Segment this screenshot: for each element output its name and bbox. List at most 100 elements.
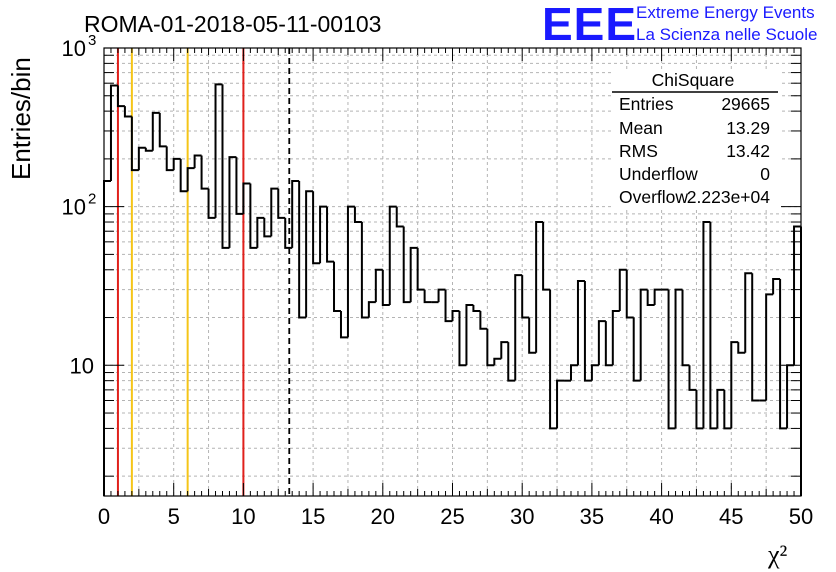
histogram-bin [326, 206, 335, 263]
logo-line-1: Extreme Energy Events [636, 3, 815, 22]
histogram-bin [688, 365, 697, 391]
histogram-bin [298, 181, 307, 319]
x-tick-label: 0 [98, 504, 110, 529]
histogram-bin [632, 317, 641, 382]
histogram-bin [514, 274, 523, 381]
histogram-bin [521, 275, 530, 319]
histogram-bin [374, 268, 383, 303]
histogram-bin [367, 301, 376, 318]
histogram-bin [319, 205, 328, 264]
x-tick-labels: 0 5 10 15 20 25 30 35 40 45 50 [98, 504, 813, 529]
histogram-bin [716, 388, 725, 429]
histogram-bin [730, 341, 739, 429]
histogram-bin [639, 288, 648, 381]
histogram-bin [444, 289, 453, 323]
histogram-bin [486, 328, 495, 367]
histogram-bin [130, 116, 139, 172]
histogram-bin [193, 154, 202, 169]
histogram-bin [611, 309, 620, 366]
histogram-bin [423, 289, 432, 304]
stats-entries-label: Entries [619, 94, 674, 114]
histogram-bin [765, 293, 774, 401]
reference-lines [116, 48, 291, 496]
histogram-bin [395, 206, 404, 228]
stats-overflow-label: Overflow [619, 187, 688, 207]
y-tick-label: 10 [62, 195, 86, 220]
stats-entries-value: 29665 [721, 94, 770, 114]
stats-box-bg [612, 70, 780, 208]
stats-underflow-value: 0 [760, 164, 770, 184]
histogram-bin [339, 310, 348, 339]
histogram-bin [123, 106, 132, 118]
x-tick-label: 45 [719, 504, 743, 529]
x-tick-label: 25 [440, 504, 464, 529]
y-tick-exponent: 3 [88, 32, 96, 49]
histogram-bin [158, 112, 167, 148]
histogram-bin [604, 321, 613, 367]
stats-box: ChiSquare Entries 29665 Mean 13.29 RMS 1… [612, 70, 780, 208]
histogram-bin [416, 247, 425, 291]
histogram-bin [702, 221, 711, 429]
x-axis-label: χ² [767, 540, 788, 569]
histogram-bin [786, 364, 795, 429]
histogram-bin [409, 246, 418, 303]
histogram-bin [381, 269, 390, 306]
histogram-bin [590, 364, 599, 381]
eee-logo: EEE Extreme Energy Events La Scienza nel… [542, 0, 817, 50]
histogram-bin [646, 289, 655, 306]
histogram-bin [681, 289, 690, 367]
histogram-bin [500, 341, 509, 359]
histogram-bin [284, 217, 293, 249]
x-tick-label: 5 [168, 504, 180, 529]
y-axis-label: Entries/bin [6, 57, 36, 180]
histogram-bin [353, 206, 362, 224]
logo-line-2: La Scienza nelle Scuole [636, 25, 817, 44]
histogram-bin [472, 304, 481, 312]
histogram-bin [493, 357, 502, 366]
histogram-bin [618, 268, 627, 311]
histogram-bin [709, 222, 718, 430]
histogram-bin [528, 317, 537, 354]
histogram-bin [549, 289, 558, 430]
histogram-bin [751, 273, 760, 402]
histogram-bin [151, 111, 160, 151]
histogram-bin [214, 83, 223, 218]
histogram-bin [653, 288, 662, 305]
x-tick-label: 40 [649, 504, 673, 529]
histogram-bin [737, 342, 746, 354]
x-tick-label: 10 [231, 504, 255, 529]
histogram-bin [312, 191, 321, 265]
chart-title: ROMA-01-2018-05-11-00103 [84, 11, 381, 37]
histogram-bin [779, 278, 788, 430]
histogram-bin [695, 389, 704, 430]
histogram-bin [346, 205, 355, 338]
stats-box-title: ChiSquare [652, 70, 735, 90]
x-tick-label: 50 [789, 504, 813, 529]
histogram-bin [625, 269, 634, 319]
histogram-bin [479, 310, 488, 330]
x-tick-label: 35 [580, 504, 604, 529]
histogram-bin [507, 342, 516, 382]
grid-lines [104, 48, 801, 496]
histogram-bin [109, 84, 118, 182]
y-tick-label: 10 [62, 36, 86, 61]
histogram-bin [772, 277, 781, 295]
stats-mean-value: 13.29 [726, 118, 770, 138]
histogram-bin [291, 180, 300, 248]
histogram-bin [186, 167, 195, 192]
histogram-bin [667, 289, 676, 430]
x-tick-label: 15 [301, 504, 325, 529]
histogram-bin [242, 182, 251, 214]
histogram-bin [576, 279, 585, 366]
histogram-bin [137, 146, 146, 171]
x-tick-label: 30 [510, 504, 534, 529]
histogram-bin [249, 183, 258, 249]
histogram-bin [305, 190, 314, 318]
histogram-bin [793, 225, 801, 366]
histogram-bin [179, 158, 188, 193]
histogram-bin [277, 188, 286, 219]
logo-mark: EEE [542, 0, 637, 50]
histogram-bin [172, 157, 181, 171]
